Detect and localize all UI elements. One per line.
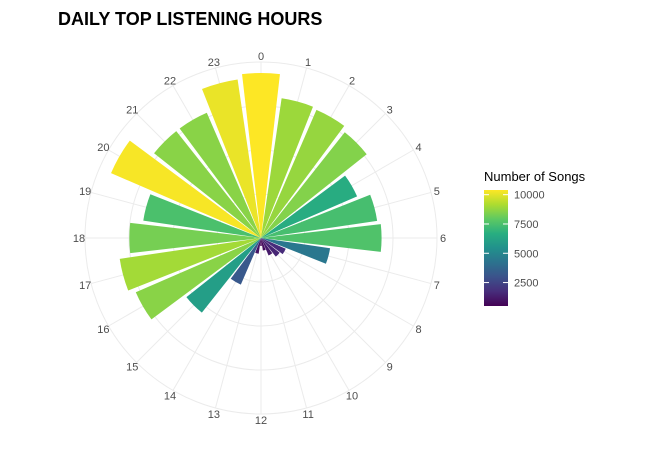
hour-label-0: 0 bbox=[258, 51, 264, 63]
bar-hour-9 bbox=[261, 238, 280, 257]
bars-group bbox=[111, 72, 382, 320]
bar-hour-23 bbox=[202, 79, 261, 238]
bar-hour-8 bbox=[261, 238, 286, 255]
bar-hour-19 bbox=[143, 194, 261, 238]
bar-hour-14 bbox=[230, 238, 261, 285]
legend-ticks-group: 2500 5000 7500 10000 bbox=[484, 190, 545, 290]
chart-title: DAILY TOP LISTENING HOURS bbox=[58, 9, 322, 29]
hour-label-8: 8 bbox=[416, 324, 422, 336]
hour-label-17: 17 bbox=[79, 280, 91, 292]
bar-hour-4 bbox=[261, 175, 358, 238]
bar-hour-18 bbox=[129, 222, 261, 254]
bar-hour-11 bbox=[261, 238, 266, 251]
grid-spoke-8 bbox=[260, 237, 414, 327]
hour-label-6: 6 bbox=[440, 233, 446, 245]
hour-label-16: 16 bbox=[97, 324, 109, 336]
bar-hour-12 bbox=[260, 238, 262, 246]
legend-tick-label-5000: 5000 bbox=[514, 248, 538, 260]
bar-hour-13 bbox=[255, 238, 261, 254]
hour-label-5: 5 bbox=[434, 186, 440, 198]
legend-tick-label-10000: 10000 bbox=[514, 190, 545, 202]
hour-label-19: 19 bbox=[79, 186, 91, 198]
hour-label-15: 15 bbox=[126, 362, 138, 374]
bar-hour-16 bbox=[135, 238, 261, 320]
bar-hour-2 bbox=[261, 109, 345, 239]
hour-label-20: 20 bbox=[97, 142, 109, 154]
bar-hour-5 bbox=[261, 194, 378, 238]
hour-label-3: 3 bbox=[387, 104, 393, 116]
bar-hour-0 bbox=[242, 72, 280, 239]
grid-spoke-9 bbox=[260, 237, 386, 363]
bar-hour-21 bbox=[154, 131, 261, 238]
legend-title: Number of Songs bbox=[484, 169, 586, 184]
bar-hour-15 bbox=[186, 238, 261, 313]
grid-spoke-11 bbox=[260, 237, 308, 409]
legend-tick-label-7500: 7500 bbox=[514, 219, 538, 231]
hour-label-23: 23 bbox=[208, 57, 220, 69]
hour-label-4: 4 bbox=[416, 142, 422, 154]
hour-label-1: 1 bbox=[305, 57, 311, 69]
hour-label-9: 9 bbox=[387, 362, 393, 374]
grid-spoke-10 bbox=[260, 237, 350, 391]
hour-label-13: 13 bbox=[208, 409, 220, 421]
legend-colorbar bbox=[484, 190, 508, 306]
hour-label-14: 14 bbox=[164, 391, 176, 403]
hour-label-2: 2 bbox=[349, 75, 355, 87]
bar-hour-7 bbox=[261, 238, 331, 264]
bar-hour-22 bbox=[179, 112, 261, 238]
grid-spoke-13 bbox=[214, 237, 262, 409]
hour-label-21: 21 bbox=[126, 104, 138, 116]
hour-label-7: 7 bbox=[434, 280, 440, 292]
bar-hour-3 bbox=[261, 132, 367, 238]
hour-label-22: 22 bbox=[164, 75, 176, 87]
bar-hour-20 bbox=[111, 140, 261, 238]
bar-hour-10 bbox=[261, 238, 273, 256]
bar-hour-6 bbox=[261, 224, 382, 252]
hour-label-11: 11 bbox=[302, 409, 313, 421]
legend-tick-label-2500: 2500 bbox=[514, 278, 538, 290]
color-legend: Number of Songs 2500 5000 7500 10000 bbox=[484, 169, 586, 306]
hour-label-18: 18 bbox=[73, 233, 85, 245]
bar-hour-17 bbox=[119, 238, 262, 291]
hour-label-10: 10 bbox=[346, 391, 358, 403]
bar-hour-1 bbox=[261, 98, 313, 238]
hour-label-12: 12 bbox=[255, 415, 267, 427]
